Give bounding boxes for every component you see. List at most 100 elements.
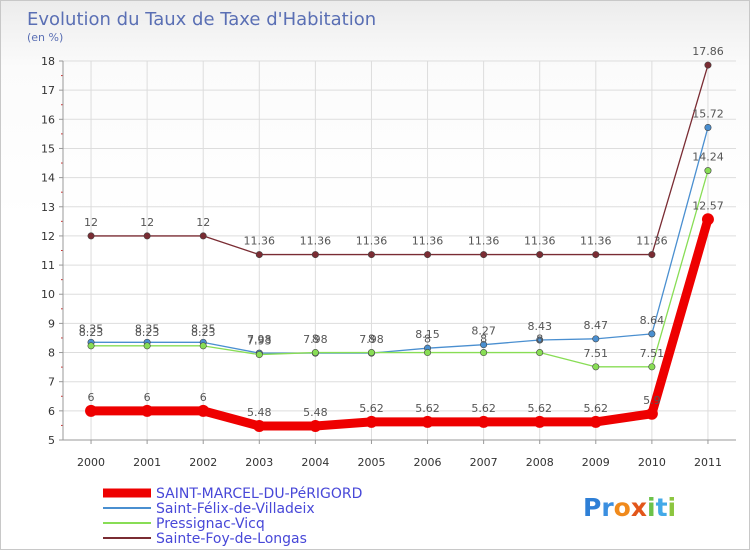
data-point (589, 415, 602, 428)
data-label: 8 (368, 333, 375, 346)
x-tick-label: 2009 (582, 456, 610, 469)
data-point (199, 342, 207, 350)
data-label: 8.64 (640, 314, 665, 327)
y-tick-label: 13 (41, 201, 55, 214)
data-label: 8.23 (135, 326, 160, 339)
x-tick-label: 2004 (301, 456, 329, 469)
x-tick-label: 2007 (470, 456, 498, 469)
data-point (645, 407, 658, 420)
data-point (87, 342, 95, 350)
data-label: 5.62 (359, 402, 384, 415)
series-1 (87, 123, 712, 357)
data-label: 8 (424, 333, 431, 346)
x-tick-label: 2008 (526, 456, 554, 469)
x-tick-label: 2005 (357, 456, 385, 469)
data-point (704, 61, 712, 69)
series-group (85, 61, 714, 433)
data-point (648, 330, 656, 338)
data-point (85, 404, 98, 417)
data-point (424, 251, 432, 259)
data-point (87, 232, 95, 240)
y-tick-label: 16 (41, 113, 55, 126)
y-tick-label: 18 (41, 55, 55, 68)
data-point (143, 342, 151, 350)
series-2 (87, 167, 712, 371)
data-label: 12 (140, 216, 154, 229)
data-label: 5.48 (303, 406, 328, 419)
logo-letter: i (647, 493, 656, 522)
y-tick-label: 12 (41, 230, 55, 243)
logo-letter: i (668, 493, 677, 522)
data-point (536, 349, 544, 357)
data-label: 5.62 (584, 402, 609, 415)
data-point (533, 415, 546, 428)
data-point (592, 335, 600, 343)
data-point (253, 420, 266, 433)
data-label: 8.47 (584, 319, 609, 332)
logo-letter: x (631, 493, 647, 522)
data-point (480, 349, 488, 357)
y-tick-label: 8 (48, 347, 55, 360)
data-label: 17.86 (692, 45, 724, 58)
data-label: 7.98 (359, 333, 384, 346)
data-point (592, 251, 600, 259)
data-point (704, 123, 712, 131)
data-point (143, 232, 151, 240)
legend-label: Pressignac-Vicq (156, 516, 265, 532)
logo-letter: t (656, 493, 668, 522)
chart-title: Evolution du Taux de Taxe d'Habitation (27, 9, 376, 30)
data-label: 8.23 (79, 326, 104, 339)
logo-text: Proxiti (583, 493, 676, 522)
data-label: 15.72 (692, 107, 724, 120)
grid (63, 60, 736, 441)
chart-subtitle: (en %) (27, 31, 63, 44)
data-label: 8.43 (527, 320, 552, 333)
axes: 5 6 7 8 9 10 11 12 13 14 15 16 17 18 2000 2001 2002 2003 2… (41, 55, 736, 469)
data-point (421, 415, 434, 428)
data-label: 7.51 (640, 347, 665, 360)
data-label: 12.57 (692, 199, 724, 212)
y-tick-label: 17 (41, 84, 55, 97)
legend-label: Sainte-Foy-de-Longas (156, 531, 307, 547)
data-point (477, 415, 490, 428)
x-tick-label: 2000 (77, 456, 105, 469)
data-label: 6 (200, 391, 207, 404)
legend-label: SAINT-MARCEL-DU-PéRIGORD (156, 486, 362, 502)
data-label: 8 (536, 333, 543, 346)
y-tick-label: 7 (48, 376, 55, 389)
data-label: 7.51 (584, 347, 609, 360)
data-point (704, 167, 712, 175)
logo-letter: r (601, 493, 614, 522)
data-point (309, 420, 322, 433)
data-label: 8 (312, 333, 319, 346)
logo-letter: P (583, 493, 601, 522)
data-point (311, 349, 319, 357)
data-label: 8.27 (471, 325, 496, 338)
x-tick-label: 2003 (245, 456, 273, 469)
data-label: 8.35 (135, 322, 160, 335)
data-label: 7.93 (247, 335, 272, 348)
y-tick-label: 14 (41, 172, 55, 185)
y-tick-label: 15 (41, 142, 55, 155)
data-point (311, 251, 319, 259)
data-label: 5.62 (415, 402, 440, 415)
data-point (367, 349, 375, 357)
data-point (536, 336, 544, 344)
data-label: 6 (88, 391, 95, 404)
data-label: 8.35 (191, 322, 216, 335)
data-label: 8.15 (415, 328, 440, 341)
x-tick-label: 2002 (189, 456, 217, 469)
series-line (90, 126, 709, 354)
data-point (367, 251, 375, 259)
legend-label: Saint-Félix-de-Villadeix (156, 501, 315, 517)
data-label: 5.62 (471, 402, 496, 415)
data-label: 12 (84, 216, 98, 229)
data-label: 11.36 (468, 235, 500, 248)
x-tick-label: 2001 (133, 456, 161, 469)
data-label: 14.24 (692, 151, 724, 164)
y-tick-label: 11 (41, 259, 55, 272)
data-labels: 6 6 6 5.48 5.48 5.62 5.62 5.62 5.62 5.62 5.9 12.57 8… (79, 45, 724, 419)
data-point (648, 363, 656, 371)
